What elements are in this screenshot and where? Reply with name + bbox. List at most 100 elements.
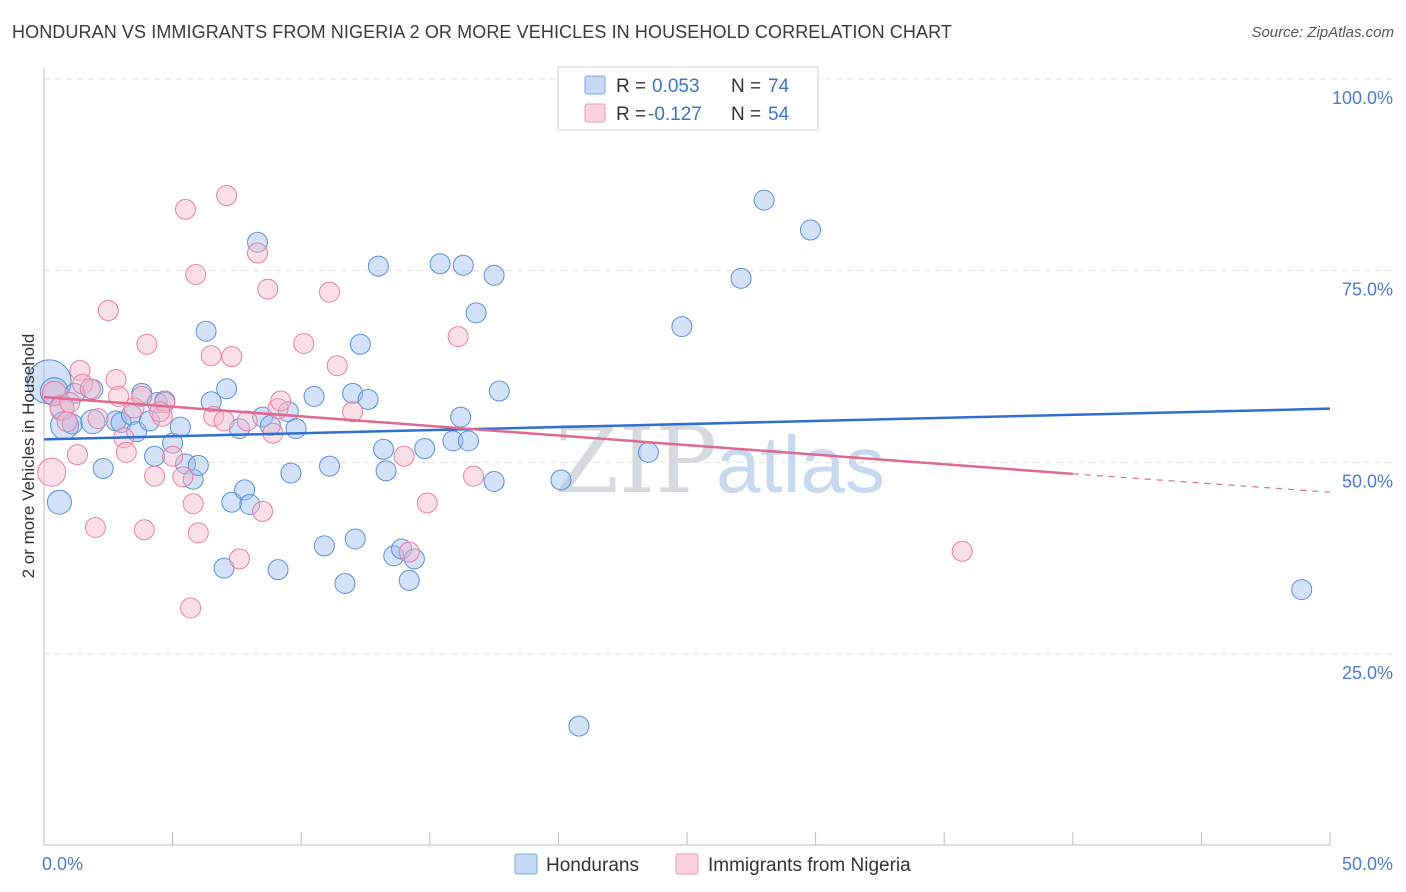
honduran-point: [246, 231, 268, 253]
nigeria-point: [172, 466, 194, 488]
nigeria-point: [37, 457, 67, 487]
honduran-point: [285, 418, 307, 440]
honduran-point: [442, 430, 464, 452]
nigeria-point: [200, 345, 222, 367]
nigeria-point: [257, 278, 279, 300]
honduran-point: [187, 454, 209, 476]
nigeria-point: [270, 390, 292, 412]
honduran-point: [318, 455, 340, 477]
nigeria-point: [187, 522, 209, 544]
honduran-point: [313, 535, 335, 557]
axes: [43, 68, 1331, 846]
honduran-point: [144, 445, 166, 467]
nigeria-point: [174, 198, 196, 220]
nigeria-point: [342, 401, 364, 423]
y-tick-label: 50.0%: [1342, 471, 1393, 491]
honduran-point: [334, 572, 356, 594]
honduran-point: [213, 557, 235, 579]
series-legend: Hondurans Immigrants from Nigeria: [514, 853, 911, 876]
nigeria-point: [97, 300, 119, 322]
nigeria-point: [162, 445, 184, 467]
nigeria-trend-extension: [1072, 473, 1331, 493]
honduran-point: [637, 441, 659, 463]
watermark-atlas: atlas: [716, 420, 885, 509]
nigeria-point: [105, 369, 127, 391]
nigeria-point: [951, 540, 973, 562]
legend-r-label-2: R =: [616, 104, 646, 125]
y-tick-label: 75.0%: [1342, 280, 1393, 300]
honduran-point: [799, 219, 821, 241]
nigeria-point: [144, 465, 166, 487]
x-tick-labels: 0.0% 50.0%: [42, 854, 1393, 874]
honduran-point: [182, 468, 204, 490]
honduran-point: [110, 411, 132, 433]
nigeria-point: [84, 517, 106, 538]
honduran-point: [303, 385, 325, 407]
honduran-point: [169, 416, 191, 438]
nigeria-point: [59, 392, 81, 414]
trend-lines: [43, 395, 1331, 493]
nigeria-point: [131, 385, 153, 407]
nigeria-point: [463, 465, 485, 487]
bottom-legend-swatch-hondurans: [514, 853, 538, 875]
nigeria-point: [87, 408, 109, 430]
honduran-point: [267, 559, 289, 581]
stats-legend: R = 0.053 N = 74 R = -0.127 N = 54: [557, 66, 819, 131]
honduran-point: [483, 264, 505, 286]
honduran-point: [92, 457, 114, 479]
legend-n-value-1: 74: [768, 76, 790, 97]
honduran-point: [730, 267, 752, 289]
nigeria-point: [326, 355, 348, 377]
honduran-point: [375, 460, 397, 482]
honduran-point: [414, 438, 436, 460]
chart-source: Source: ZipAtlas.com: [1251, 24, 1394, 41]
honduran-trend-line: [43, 407, 1331, 441]
nigeria-point: [447, 326, 469, 348]
nigeria-point: [133, 519, 155, 541]
legend-n-label-1: N =: [731, 76, 761, 97]
x-tick-label: 0.0%: [42, 854, 83, 874]
nigeria-point: [213, 410, 235, 432]
nigeria-point: [398, 541, 420, 563]
nigeria-point: [180, 597, 202, 619]
honduran-point: [239, 494, 261, 515]
x-tick-label: 50.0%: [1342, 854, 1393, 874]
nigeria-point: [221, 346, 243, 368]
legend-r-value-1: 0.053: [652, 76, 700, 97]
nigeria-point: [293, 333, 315, 354]
honduran-point: [373, 438, 395, 460]
honduran-point: [753, 189, 775, 211]
y-axis-title: 2 or more Vehicles in Household: [19, 334, 38, 579]
y-tick-label: 25.0%: [1342, 663, 1393, 683]
honduran-point: [429, 253, 451, 275]
honduran-point: [398, 569, 420, 591]
nigeria-point: [246, 242, 268, 264]
nigeria-point: [182, 493, 204, 515]
legend-n-label-2: N =: [731, 104, 761, 125]
honduran-point: [550, 469, 572, 491]
honduran-point: [46, 489, 72, 515]
nigeria-point: [115, 441, 137, 463]
nigeria-point: [236, 410, 258, 432]
y-tick-label: 100.0%: [1332, 88, 1393, 108]
legend-n-value-2: 54: [768, 104, 790, 125]
nigeria-point: [79, 378, 101, 400]
bottom-legend-swatch-nigeria: [675, 853, 699, 875]
honduran-point: [216, 378, 238, 400]
honduran-point: [195, 320, 217, 342]
nigeria-point: [416, 492, 438, 514]
nigeria-point: [318, 281, 340, 303]
honduran-point: [344, 528, 366, 550]
nigeria-point: [69, 359, 91, 381]
honduran-point: [488, 380, 510, 402]
nigeria-trend-line: [43, 395, 1073, 476]
data-points: [26, 185, 1313, 737]
honduran-point: [349, 333, 371, 355]
nigeria-point: [228, 548, 250, 570]
honduran-point: [671, 316, 693, 338]
honduran-point: [465, 302, 487, 324]
honduran-point: [367, 255, 389, 277]
nigeria-point: [252, 500, 274, 522]
honduran-point: [483, 471, 505, 492]
